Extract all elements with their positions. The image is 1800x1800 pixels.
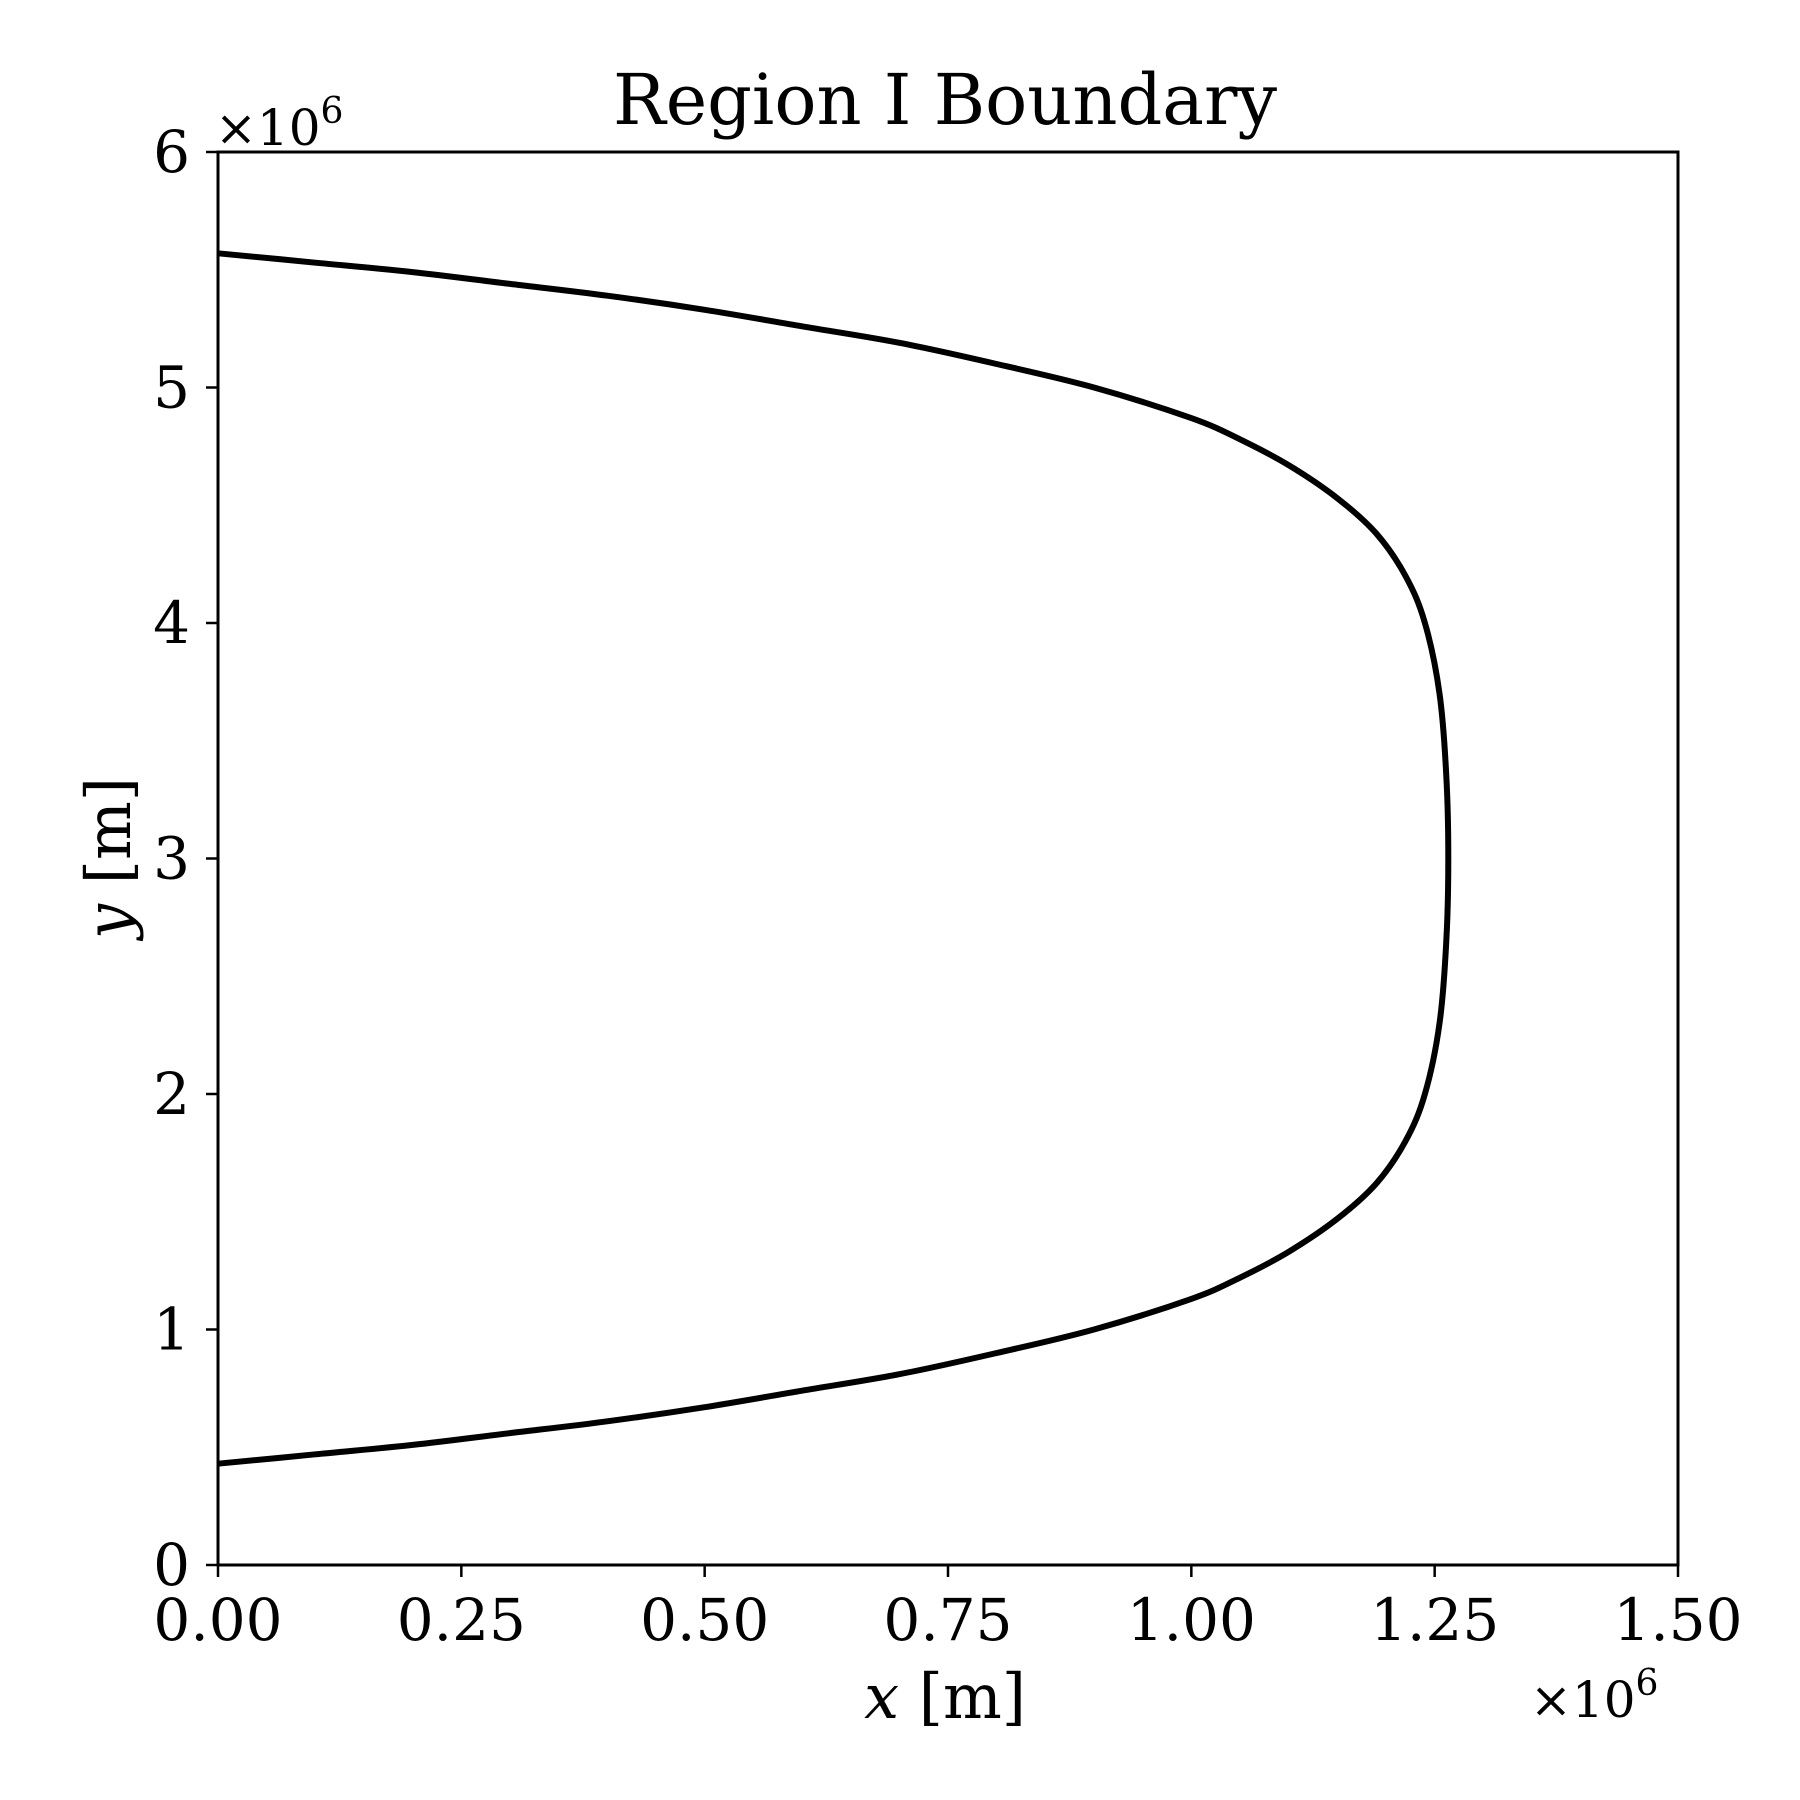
axes-frame: [216, 150, 1680, 1567]
y-tick-label: 1: [153, 1296, 190, 1364]
y-tick-label: 2: [153, 1060, 190, 1128]
x-tick-label: 1.00: [1127, 1586, 1256, 1654]
x-offset-label: ×106: [1530, 1663, 1658, 1729]
x-tick-label: 1.50: [1613, 1586, 1742, 1654]
plot-area: 0.00 0.25 0.50 0.75 1.00 1.25 1.50 0 1 2 3 4 5 6: [153, 118, 1742, 1654]
y-tick-label: 6: [153, 118, 190, 186]
x-tick-label: 0.00: [153, 1586, 282, 1654]
x-tick-label: 0.25: [397, 1586, 526, 1654]
y-tick-label: 4: [153, 589, 190, 657]
x-axis: 0.00 0.25 0.50 0.75 1.00 1.25 1.50: [153, 1565, 1743, 1654]
y-tick-label: 3: [153, 825, 190, 893]
y-axis: 0 1 2 3 4 5 6: [153, 118, 218, 1599]
y-tick-label: 5: [153, 354, 190, 422]
x-tick-label: 0.75: [883, 1586, 1012, 1654]
y-tick-label: 0: [153, 1531, 190, 1599]
x-axis-label: x [m]: [864, 1660, 1026, 1733]
boundary-curve: [217, 250, 1452, 1467]
x-tick-label: 0.50: [640, 1586, 769, 1654]
x-tick-label: 1.25: [1370, 1586, 1499, 1654]
y-offset-label: ×106: [215, 91, 343, 157]
y-axis-label: y [m]: [72, 777, 145, 942]
chart-title: Region I Boundary: [613, 59, 1277, 141]
